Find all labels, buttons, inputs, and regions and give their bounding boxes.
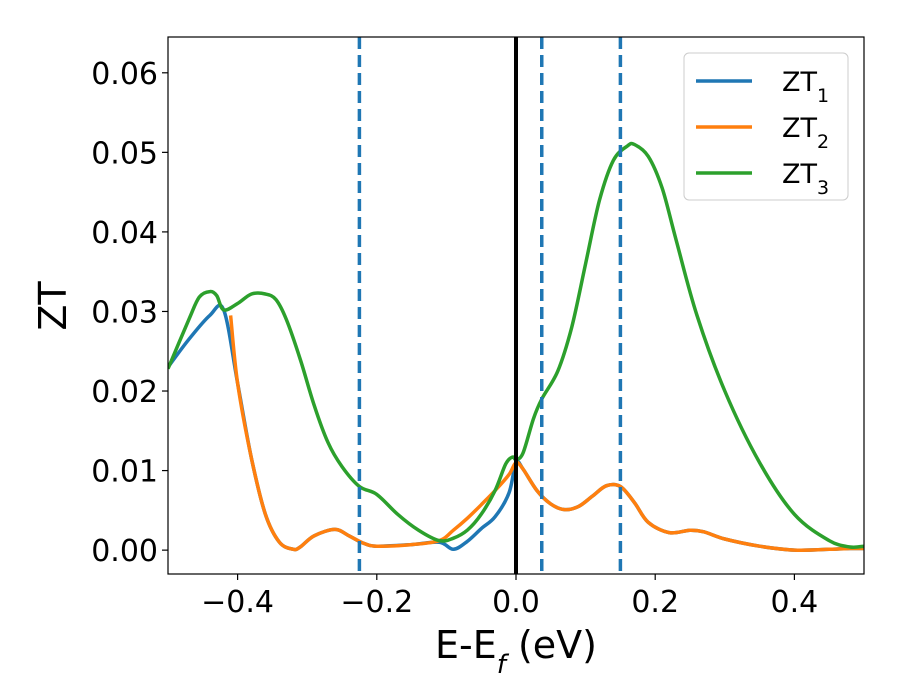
legend: ZT1 ZT2 ZT3	[683, 52, 849, 201]
vline-layer	[357, 37, 623, 574]
y-tick-label: 0.03	[91, 295, 158, 330]
x-tick-label: −0.2	[340, 585, 413, 620]
legend-label-zt3: ZT3	[782, 159, 829, 199]
y-tick-label: 0.01	[91, 455, 158, 490]
x-tick-label: 0.2	[631, 585, 679, 620]
y-tick-label: 0.04	[91, 216, 158, 251]
x-axis: −0.4 −0.2 0.0 0.2 0.4	[201, 574, 818, 620]
y-tick-label: 0.00	[91, 534, 158, 569]
y-axis-label: ZT	[31, 281, 75, 331]
x-tick-label: 0.0	[492, 585, 540, 620]
legend-label-zt2: ZT2	[782, 113, 829, 153]
legend-label-zt1: ZT1	[782, 67, 829, 107]
series-line-zt3	[168, 141, 864, 550]
y-tick-label: 0.06	[91, 57, 158, 92]
y-tick-label: 0.05	[91, 136, 158, 171]
legend-box	[683, 52, 849, 201]
x-tick-label: −0.4	[201, 585, 274, 620]
x-axis-label: E-Ef (eV)	[435, 623, 597, 680]
y-tick-label: 0.02	[91, 375, 158, 410]
y-axis: 0.00 0.01 0.02 0.03 0.04 0.05 0.06	[91, 57, 168, 569]
x-tick-label: 0.4	[771, 585, 819, 620]
